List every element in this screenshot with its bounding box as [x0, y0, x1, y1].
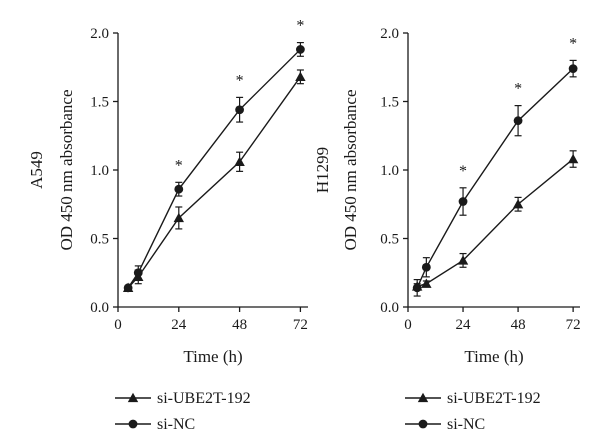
- series-si-UBE2T-192: [122, 69, 306, 292]
- y-tick-label: 1.5: [90, 95, 109, 111]
- data-point: [295, 71, 306, 81]
- panel-label: A549: [27, 151, 46, 189]
- significance-marker: *: [459, 163, 467, 180]
- y-tick-label: 2.0: [380, 26, 399, 42]
- y-tick-label: 0.0: [380, 300, 399, 316]
- legend-label: si-NC: [157, 416, 195, 433]
- data-point: [296, 45, 305, 54]
- data-point: [234, 156, 245, 166]
- x-tick-label: 24: [171, 317, 187, 333]
- series-line: [416, 158, 574, 288]
- y-tick-label: 1.5: [380, 95, 399, 111]
- data-point: [457, 255, 469, 265]
- data-point: [173, 212, 184, 223]
- significance-marker: *: [514, 81, 522, 98]
- panel-label: H1299: [313, 147, 332, 193]
- data-point: [123, 283, 133, 293]
- x-tick-label: 0: [404, 317, 412, 333]
- y-tick-label: 0.0: [90, 300, 109, 316]
- data-point: [174, 184, 184, 194]
- series-si-UBE2T-192: [411, 150, 579, 291]
- y-tick-label: 1.0: [380, 163, 399, 179]
- significance-marker: *: [296, 18, 304, 35]
- x-axis-label: Time (h): [464, 347, 523, 366]
- data-point: [567, 153, 579, 164]
- series-si-NC: [412, 59, 578, 297]
- data-point: [513, 116, 523, 126]
- x-axis-label: Time (h): [183, 347, 242, 366]
- chart-panel-1: 0.0 0.5 1.0 1.5 2.0 0 24 48 72 Time (h) OD 450 nm …: [27, 18, 308, 433]
- x-tick-label: 48: [511, 317, 526, 333]
- x-tick-label: 72: [293, 317, 308, 333]
- legend-label: si-UBE2T-192: [157, 390, 251, 407]
- legend-entry: si-NC: [115, 416, 195, 433]
- legend-label: si-UBE2T-192: [447, 390, 541, 407]
- significance-marker: *: [236, 72, 244, 89]
- legend-entry: si-NC: [405, 416, 485, 433]
- legend-marker: [128, 419, 138, 429]
- data-point: [235, 105, 245, 115]
- legend-entry: si-UBE2T-192: [405, 390, 541, 407]
- legend-marker: [127, 392, 139, 403]
- series-si-NC: [123, 41, 305, 293]
- series-line: [127, 48, 301, 289]
- y-tick-label: 2.0: [90, 26, 109, 42]
- legend-entry: si-UBE2T-192: [115, 390, 251, 407]
- x-tick-label: 48: [232, 317, 247, 333]
- data-point: [412, 283, 422, 293]
- x-tick-label: 72: [566, 317, 581, 333]
- y-tick-label: 1.0: [90, 163, 109, 179]
- x-tick-label: 24: [456, 317, 472, 333]
- y-tick-label: 0.5: [90, 232, 109, 248]
- chart-panel-2: 0.0 0.5 1.0 1.5 2.0 0 24 48 72 Time (h) OD 450 nm …: [313, 26, 581, 433]
- y-tick-label: 0.5: [380, 232, 399, 248]
- x-tick-label: 0: [114, 317, 122, 333]
- data-point: [568, 64, 578, 74]
- data-point: [421, 262, 431, 272]
- legend-marker: [417, 392, 429, 403]
- legend-marker: [418, 419, 428, 429]
- data-point: [458, 197, 468, 206]
- significance-marker: *: [569, 35, 577, 52]
- data-point: [512, 199, 524, 209]
- y-axis-label: OD 450 nm absorbance: [341, 90, 360, 251]
- legend-label: si-NC: [447, 416, 485, 433]
- data-point: [421, 278, 432, 288]
- series-line: [127, 76, 301, 289]
- y-axis-label: OD 450 nm absorbance: [57, 90, 76, 251]
- significance-marker: *: [175, 157, 183, 174]
- data-point: [133, 268, 143, 278]
